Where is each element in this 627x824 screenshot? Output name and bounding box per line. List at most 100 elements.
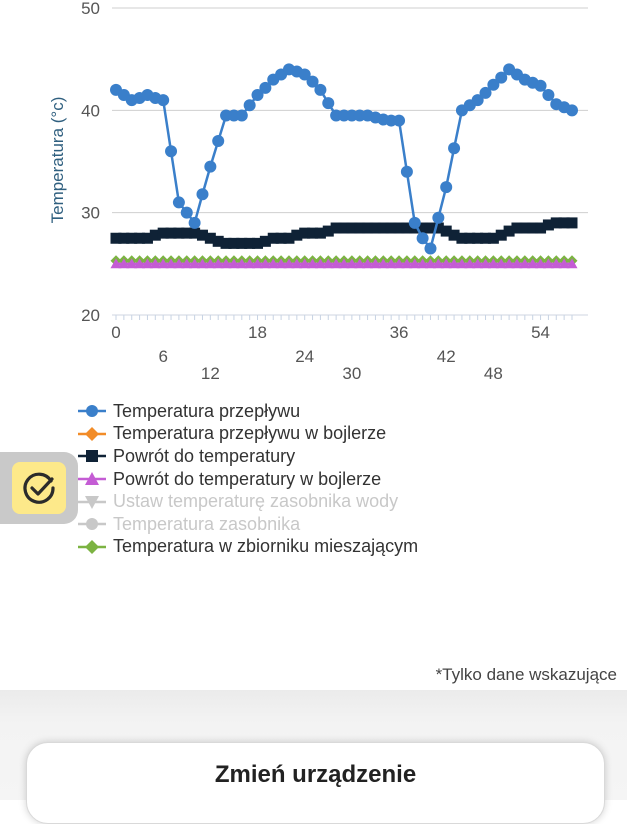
data-point	[244, 258, 256, 269]
data-point	[314, 258, 326, 269]
floating-action-button[interactable]	[0, 452, 78, 524]
legend-label: Temperatura w zbiorniku mieszającym	[113, 536, 419, 557]
data-point	[432, 222, 444, 234]
legend-item[interactable]: Temperatura zasobnika	[78, 513, 618, 536]
chart: 20 30 40 50 0 6 12 18 24 30 36 42 48 54 Temperatura (°…	[48, 0, 588, 383]
data-point	[393, 114, 406, 127]
data-point	[118, 232, 130, 244]
data-point	[314, 227, 326, 239]
data-point	[141, 232, 153, 244]
y-tick-label: 50	[81, 0, 100, 18]
data-point	[527, 222, 539, 234]
data-point	[566, 104, 578, 117]
data-point	[220, 258, 232, 269]
x-tick-label: 36	[390, 323, 409, 342]
data-point	[535, 222, 547, 234]
data-point	[259, 81, 272, 94]
legend-item[interactable]: Powrót do temperatury	[78, 445, 618, 468]
data-point	[275, 232, 287, 244]
data-point	[472, 232, 484, 244]
data-point	[322, 225, 334, 237]
legend-marker-icon	[78, 426, 106, 441]
data-point	[157, 258, 169, 269]
data-point	[503, 258, 515, 269]
data-point	[157, 94, 170, 107]
data-point	[322, 258, 334, 269]
data-point	[480, 258, 492, 269]
data-point	[456, 258, 468, 269]
data-point	[527, 258, 539, 269]
data-point	[354, 258, 366, 269]
data-point	[212, 258, 224, 269]
data-point	[369, 258, 381, 269]
legend-item[interactable]: Powrót do temperatury w bojlerze	[78, 468, 618, 491]
data-point	[157, 227, 169, 239]
legend-marker-icon	[78, 450, 106, 463]
data-point	[189, 227, 201, 239]
data-point	[424, 242, 437, 255]
data-point	[495, 258, 507, 269]
data-point	[118, 258, 130, 269]
data-point	[291, 258, 303, 269]
legend-label: Temperatura zasobnika	[113, 513, 301, 534]
data-point	[338, 222, 350, 234]
data-point	[354, 222, 366, 234]
data-point	[550, 258, 562, 269]
data-point	[338, 258, 350, 269]
data-point	[149, 258, 161, 269]
data-point	[558, 258, 570, 269]
data-point	[134, 232, 146, 244]
data-point	[243, 99, 256, 112]
data-point	[181, 227, 193, 239]
data-point	[542, 88, 555, 101]
data-point	[141, 258, 153, 269]
data-point	[416, 232, 429, 245]
data-point	[110, 232, 122, 244]
data-point	[134, 258, 146, 269]
data-point	[487, 78, 500, 91]
data-point	[346, 258, 358, 269]
x-tick-label: 12	[201, 364, 220, 383]
data-point	[126, 258, 138, 269]
data-point	[495, 71, 508, 84]
data-point	[558, 217, 570, 229]
data-point	[377, 258, 389, 269]
legend-item[interactable]: Temperatura w zbiorniku mieszającym	[78, 536, 618, 559]
legend-item[interactable]: Temperatura przepływu w bojlerze	[78, 423, 618, 446]
data-point	[542, 258, 554, 269]
data-point	[204, 160, 217, 173]
data-point	[204, 232, 216, 244]
data-point	[480, 232, 492, 244]
data-point	[417, 258, 429, 269]
x-tick-label: 30	[342, 364, 361, 383]
change-device-button[interactable]: Zmień urządzenie	[26, 742, 605, 824]
data-point	[566, 258, 578, 269]
legend-item[interactable]: Temperatura przepływu	[78, 400, 618, 423]
legend-marker-icon	[78, 405, 106, 418]
data-point	[385, 222, 397, 234]
data-point	[487, 232, 499, 244]
y-axis-title: Temperatura (°c)	[48, 97, 67, 224]
data-point	[417, 222, 429, 234]
data-point	[550, 217, 562, 229]
data-point	[283, 258, 295, 269]
legend: Temperatura przepływu Temperatura przepły…	[78, 400, 618, 558]
legend-label: Powrót do temperatury	[113, 445, 296, 466]
data-point	[471, 94, 484, 107]
x-tick-label: 54	[531, 323, 550, 342]
data-point	[181, 258, 193, 269]
x-tick-label: 24	[295, 347, 314, 366]
legend-item[interactable]: Ustaw temperaturę zasobnika wody	[78, 490, 618, 513]
data-point	[393, 222, 405, 234]
series-line	[115, 68, 573, 250]
legend-marker-icon	[78, 518, 106, 531]
data-point	[503, 225, 515, 237]
y-tick-label: 20	[81, 306, 100, 325]
data-point	[385, 258, 397, 269]
data-point	[495, 229, 507, 241]
data-point	[236, 258, 248, 269]
data-point	[519, 222, 531, 234]
data-point	[228, 237, 240, 249]
data-point	[432, 211, 445, 224]
data-point	[330, 222, 342, 234]
